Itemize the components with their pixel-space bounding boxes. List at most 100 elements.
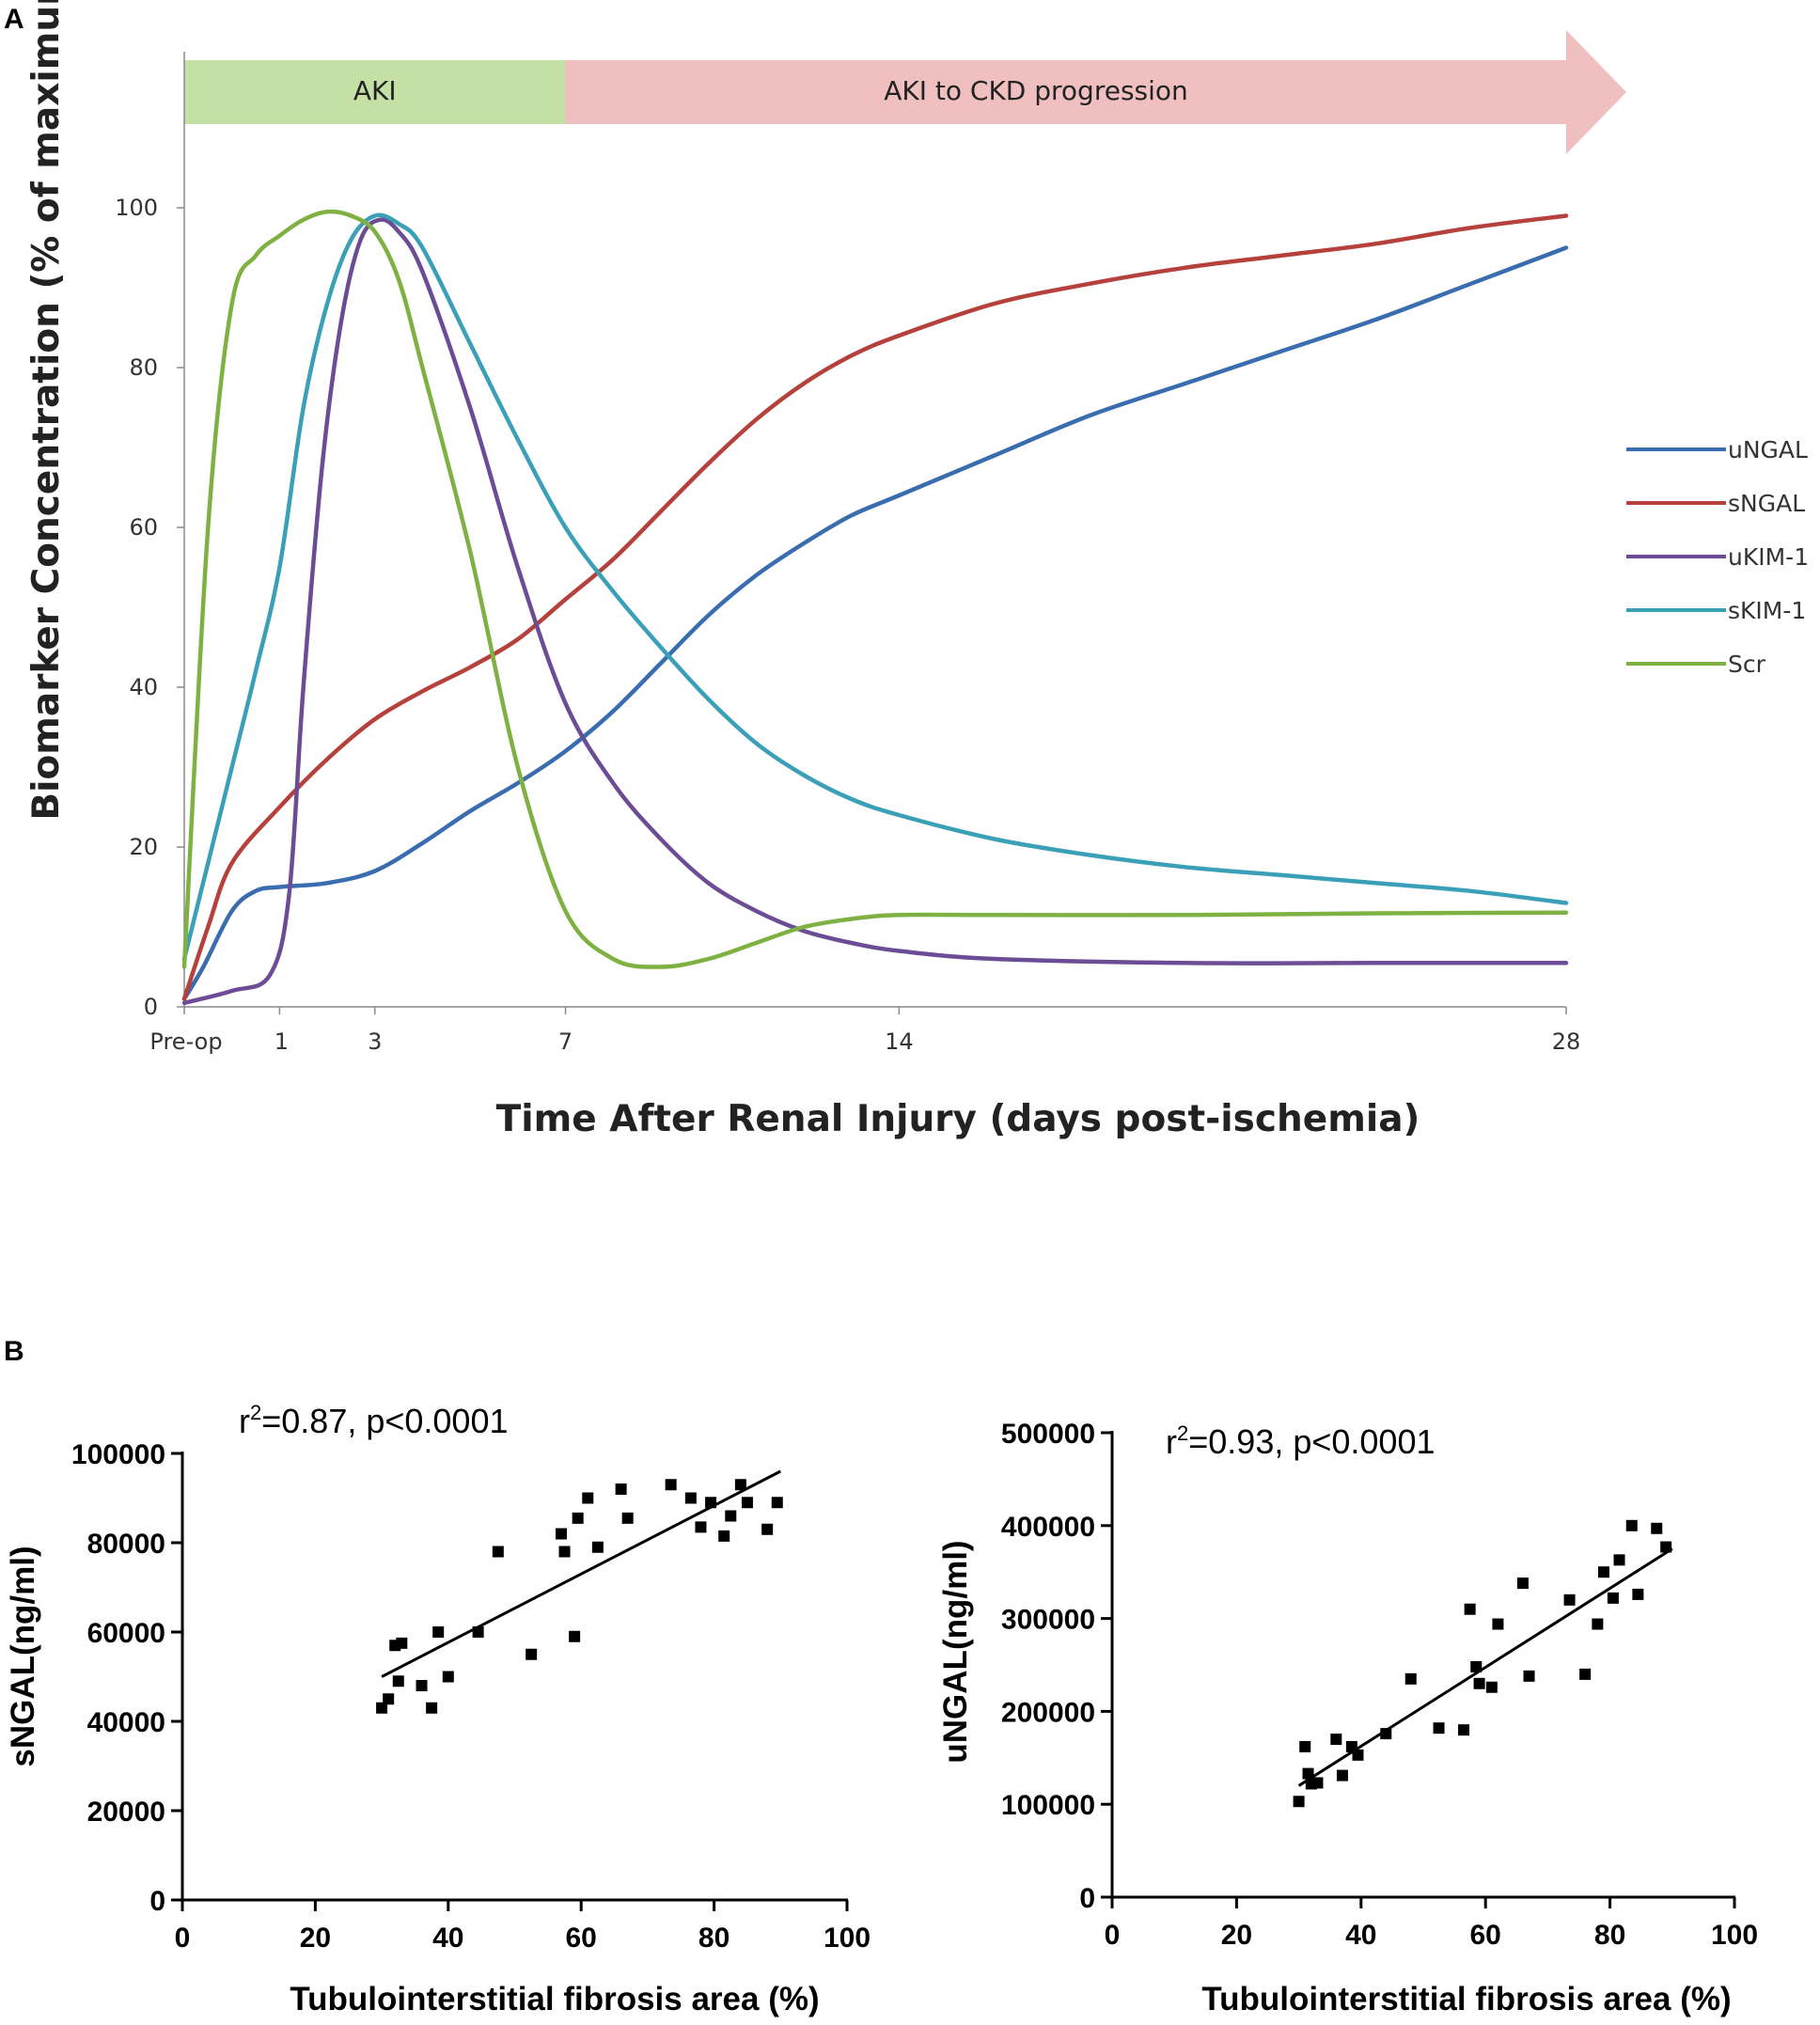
chart-b1-data-point [492,1546,504,1558]
chart-b2-ytick-label: 300000 [1001,1605,1095,1636]
chart-b1-ytick-label: 60000 [87,1618,165,1649]
chart-b2-data-point [1330,1734,1342,1746]
chart-b1-ytick-label: 100000 [71,1439,165,1470]
chart-b1-stat-rest: =0.87, p<0.0001 [261,1402,508,1440]
chart-b1-data-point [725,1510,737,1522]
chart-b1-data-point [615,1483,627,1495]
chart-b1-stat: r2=0.87, p<0.0001 [239,1401,509,1440]
chart-a-xtick-label: 1 [275,1028,289,1055]
chart-b2-data-point [1458,1724,1470,1736]
legend-label-scr: Scr [1728,651,1766,678]
chart-b1-data-point [705,1497,717,1509]
chart-b1-data-point [761,1523,774,1535]
chart-b2-xtick-label: 20 [1221,1920,1252,1951]
chart-b1-data-point [684,1492,697,1504]
chart-b1-data-point [741,1497,753,1509]
chart-b2-ytick-label: 100000 [1001,1790,1095,1821]
chart-b1-data-point [383,1693,395,1705]
chart-b1-data-point [526,1648,538,1660]
chart-a-ytick-label: 60 [129,514,158,541]
chart-b1-data-point [718,1530,730,1542]
chart-b2-data-point [1302,1767,1314,1780]
chart-b1-data-point [392,1675,404,1688]
phase-aki-band [184,60,566,124]
panel-b-label: B [4,1336,24,1367]
chart-b1-data-point [665,1479,677,1491]
chart-a-series [181,209,1569,1006]
chart-b2-data-point [1579,1668,1592,1680]
chart-b2-data-point [1625,1519,1638,1531]
chart-b2-stat-base: r [1166,1422,1177,1461]
chart-a-legend: uNGAL sNGAL uKIM-1 sKIM-1 Scr [1626,436,1809,678]
chart-b2-ylabel: uNGAL(ng/ml) [937,1540,974,1763]
chart-a-ylabel: Biomarker Concentration (% of maximum) [25,0,68,821]
chart-b1-xtick-label: 60 [566,1923,597,1954]
chart-b2-ytick-label: 400000 [1001,1512,1095,1543]
series-line-skim-1 [181,212,1569,962]
chart-b2-ytick-label: 500000 [1001,1419,1095,1450]
chart-b2-data-point [1651,1522,1663,1534]
chart-b2-xtick-label: 60 [1470,1920,1501,1951]
panel-a-label: A [4,4,24,35]
chart-b2-xtick-label: 0 [1105,1920,1121,1951]
chart-b2-data-point [1516,1578,1529,1590]
chart-b2-stat-sup: 2 [1177,1421,1188,1445]
chart-b1-data-point [572,1512,584,1524]
chart-b2-data-point [1404,1672,1417,1685]
chart-b2-points [1293,1519,1673,1808]
chart-b1-data-point [396,1637,408,1649]
chart-b1-ylabel: sNGAL(ng/ml) [5,1546,41,1766]
phase-aki-label: AKI [353,75,397,106]
chart-b1-data-point [426,1702,438,1714]
chart-b2-data-point [1632,1588,1644,1600]
chart-b1-xtick-label: 40 [432,1923,463,1954]
chart-b1-data-point [582,1492,594,1504]
chart-b2-data-point [1660,1541,1672,1553]
chart-b2-data-point [1485,1681,1498,1693]
chart-b2-data-point [1597,1566,1609,1578]
chart-b2-axes: 0 100000 200000 300000 400000 500000 0 20 40 60 80… [1001,1419,1758,1951]
chart-b1-data-point [621,1512,634,1524]
series-line-ungal [181,245,1569,1001]
chart-b2-stat-rest: =0.93, p<0.0001 [1188,1422,1435,1461]
chart-b2-data-point [1563,1593,1576,1606]
chart-a-ytick-label: 40 [129,674,158,700]
chart-b1-data-point [555,1528,567,1540]
chart-b2-data-point [1607,1592,1619,1604]
chart-b1-data-point [569,1630,581,1642]
chart-b1-trend-line [381,1469,781,1678]
chart-b2-xtick-label: 100 [1711,1920,1758,1951]
chart-b1-xlabel: Tubulointerstitial fibrosis area (%) [290,1981,819,2017]
chart-b1-data-point [558,1546,571,1558]
chart-b2-data-point [1464,1603,1476,1615]
chart-b2-data-point [1492,1618,1504,1630]
chart-b1-ytick-label: 40000 [87,1707,165,1738]
chart-b1-ytick-label: 80000 [87,1529,165,1560]
chart-b1-points [376,1469,783,1714]
chart-a-xlabel: Time After Renal Injury (days post-ische… [496,1098,1420,1140]
chart-b2-stat: r2=0.93, p<0.0001 [1166,1421,1436,1461]
series-line-ukim-1 [181,217,1569,1006]
phase-ckd-label: AKI to CKD progression [884,75,1188,106]
chart-b2-xlabel: Tubulointerstitial fibrosis area (%) [1201,1981,1731,2017]
chart-b1-data-point [442,1671,454,1683]
chart-b1-axes: 0 20000 40000 60000 80000 100000 0 20 40 60 80 100 [71,1439,871,1954]
chart-b1-data-point [591,1541,604,1553]
chart-a-xtick-label: 28 [1552,1028,1581,1055]
chart-b1-xtick-label: 0 [175,1923,191,1954]
chart-b2-data-point [1311,1777,1324,1789]
chart-b2-data-point [1473,1677,1485,1689]
chart-b2-data-point [1613,1554,1625,1566]
chart-a-ytick-label: 0 [144,994,158,1020]
chart-b2-xtick-label: 80 [1594,1920,1625,1951]
chart-b2-data-point [1433,1722,1445,1735]
chart-b2-ytick-label: 0 [1079,1883,1095,1914]
chart-b2-trend-line [1297,1547,1673,1787]
chart-b1-xtick-label: 100 [824,1923,871,1954]
chart-b2-ytick-label: 200000 [1001,1697,1095,1728]
chart-a-xtick-label: 14 [885,1028,914,1055]
chart-b1-data-point [734,1479,746,1491]
chart-a-ytick-label: 20 [129,834,158,860]
